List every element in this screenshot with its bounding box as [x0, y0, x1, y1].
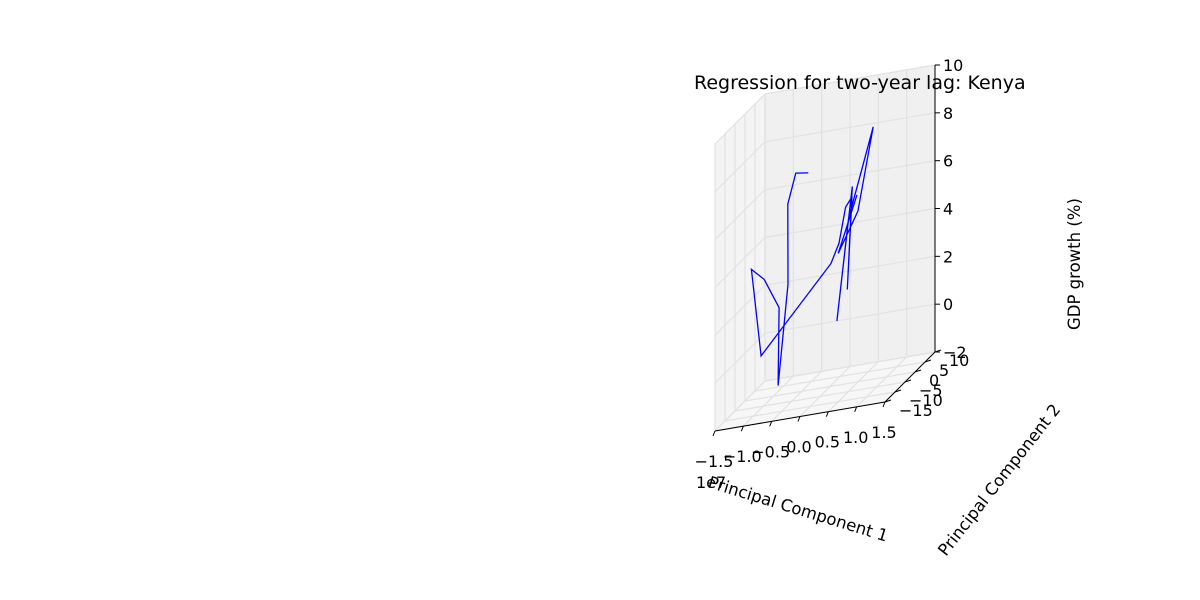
z-tick-label: 10 [943, 56, 963, 75]
x-tick-label: −1.0 [723, 447, 762, 466]
grid-line-z [764, 112, 936, 143]
y-tick [904, 379, 912, 383]
data-series [750, 126, 874, 386]
x-tick-label: −1.5 [695, 452, 734, 471]
x-tick-label: 0.0 [786, 438, 811, 457]
x-tick-label: 1.5 [871, 423, 896, 442]
grid-line-z [764, 64, 936, 95]
axis-panes [713, 64, 937, 433]
x-tick [854, 406, 858, 413]
grid-line-x [742, 375, 794, 427]
chart-title: Regression for two-year lag: Kenya [694, 72, 1026, 94]
series-line [750, 126, 874, 386]
x-tick [882, 401, 886, 408]
x-axis-label: Principal Component 1 [706, 473, 890, 546]
grid-line-z [714, 237, 766, 288]
grid-line-z [714, 189, 766, 241]
x-tick-label: 1.0 [843, 428, 868, 447]
z-tick-label: 8 [943, 104, 953, 123]
x-tick-label: −0.5 [751, 442, 790, 461]
y-tick [894, 389, 902, 393]
grid-line-x [799, 366, 851, 417]
z-axis-label: GDP growth (%) [1065, 198, 1084, 330]
z-tick-label: 4 [943, 200, 953, 219]
x-tick [797, 416, 801, 422]
grid-line-x [771, 370, 823, 422]
y-tick-label: 5 [939, 361, 949, 380]
z-tick-label: 0 [943, 295, 953, 314]
x-offset-label: 1e7 [696, 473, 726, 492]
y-axis-label: Principal Component 2 [934, 400, 1064, 559]
x-tick [825, 411, 829, 417]
grid-line-y [744, 371, 916, 402]
grid-line-y [754, 361, 926, 392]
grid-line-z [764, 255, 936, 286]
grid-line-x [827, 361, 879, 413]
grid-line-z [714, 284, 766, 336]
y-tick-label: 10 [949, 351, 969, 370]
y-tick-label: −5 [919, 381, 943, 400]
y-axis-line [884, 351, 936, 403]
grid-line-y [724, 391, 896, 422]
z-tick-label: 2 [943, 247, 953, 266]
y-tick-label: 0 [929, 371, 939, 390]
z-tick-label: −2 [943, 343, 967, 362]
x-tick-label: 0.5 [815, 433, 840, 452]
x-tick [712, 430, 716, 437]
grid-lines [714, 64, 936, 432]
z-tick-label: 6 [943, 152, 953, 171]
axes [712, 64, 942, 437]
grid-line-x [856, 356, 908, 408]
grid-line-y [734, 381, 906, 412]
grid-line-z [714, 141, 766, 193]
y-tick-label: −10 [909, 391, 943, 410]
y-tick [924, 359, 932, 363]
x-tick [769, 421, 773, 427]
grid-line-z [764, 351, 936, 382]
x-tick [740, 425, 744, 432]
grid-line-z [764, 303, 936, 334]
grid-line-z [714, 93, 766, 145]
tick-labels: −1.5−1.0−0.50.0 0.5 1.0 1.5−15−10−50510−202… [695, 56, 970, 471]
y-tick [884, 399, 892, 403]
grid-line-z [714, 380, 766, 432]
grid-line-z [714, 332, 766, 384]
y-tick [914, 369, 922, 373]
y-tick-label: −15 [899, 401, 933, 420]
